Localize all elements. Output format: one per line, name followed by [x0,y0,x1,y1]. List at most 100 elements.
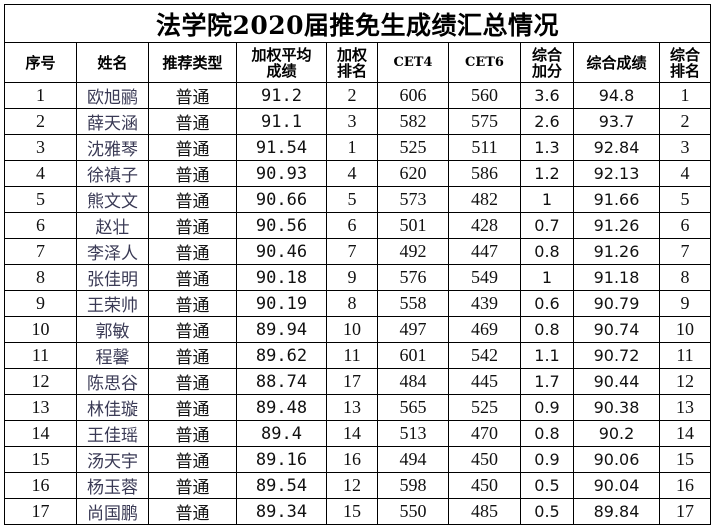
cell-serial: 9 [4,290,77,317]
cell-cet6: 485 [448,498,521,525]
cell-cet4: 573 [377,186,449,213]
table-row: 10 郭敏 普通 89.94 10 497 469 0.8 90.74 10 [4,316,712,343]
cell-total-rank: 6 [658,212,712,239]
cell-total-score: 91.66 [573,186,660,213]
cell-weighted-avg: 89.34 [236,498,327,525]
cell-name: 郭敏 [76,316,149,343]
column-header-bonus: 综合 加分 [520,42,574,83]
cell-weighted-rank: 2 [326,82,378,109]
cell-cet4: 558 [377,290,449,317]
table-row: 3 沈雅琴 普通 91.54 1 525 511 1.3 92.84 3 [4,134,712,161]
column-header-cet4: CET4 [377,42,449,83]
table-row: 2 薛天涵 普通 91.1 3 582 575 2.6 93.7 2 [4,108,712,135]
cell-total-rank: 14 [658,420,712,447]
cell-weighted-rank: 12 [326,472,378,499]
cell-weighted-avg: 89.54 [236,472,327,499]
cell-bonus: 0.9 [520,446,574,473]
cell-weighted-rank: 3 [326,108,378,135]
column-header-name: 姓名 [76,42,149,83]
cell-weighted-rank: 1 [326,134,378,161]
cell-name: 徐禛子 [76,160,149,187]
cell-total-score: 92.13 [573,160,660,187]
cell-serial: 5 [4,186,77,213]
cell-bonus: 1.1 [520,342,574,369]
header-row: 序号 姓名 推荐类型 加权平均 成绩 加权 排名 CET4 CET6 综合 加分 综合成绩 综合 排名 [4,42,712,83]
table-row: 8 张佳明 普通 90.18 9 576 549 1 91.18 8 [4,264,712,291]
cell-weighted-avg: 90.18 [236,264,327,291]
cell-total-score: 94.8 [573,82,660,109]
cell-total-score: 91.26 [573,212,660,239]
cell-cet6: 586 [448,160,521,187]
table-row: 7 李泽人 普通 90.46 7 492 447 0.8 91.26 7 [4,238,712,265]
cell-weighted-avg: 90.46 [236,238,327,265]
cell-weighted-rank: 17 [326,368,378,395]
cell-cet4: 501 [377,212,449,239]
column-header-type: 推荐类型 [148,42,237,83]
cell-serial: 3 [4,134,77,161]
cell-weighted-rank: 10 [326,316,378,343]
cell-bonus: 0.7 [520,212,574,239]
cell-cet6: 542 [448,342,521,369]
cell-total-score: 93.7 [573,108,660,135]
cell-total-score: 90.79 [573,290,660,317]
cell-weighted-rank: 5 [326,186,378,213]
table-row: 9 王荣帅 普通 90.19 8 558 439 0.6 90.79 9 [4,290,712,317]
cell-cet6: 560 [448,82,521,109]
cell-weighted-rank: 9 [326,264,378,291]
cell-cet6: 511 [448,134,521,161]
table-row: 6 赵壮 普通 90.56 6 501 428 0.7 91.26 6 [4,212,712,239]
cell-total-rank: 7 [658,238,712,265]
cell-cet4: 582 [377,108,449,135]
cell-bonus: 0.8 [520,420,574,447]
cell-type: 普通 [148,316,237,343]
cell-weighted-avg: 90.66 [236,186,327,213]
cell-name: 熊文文 [76,186,149,213]
cell-type: 普通 [148,472,237,499]
cell-cet4: 606 [377,82,449,109]
cell-total-rank: 2 [658,108,712,135]
cell-cet4: 565 [377,394,449,421]
cell-cet4: 620 [377,160,449,187]
cell-weighted-avg: 91.1 [236,108,327,135]
cell-serial: 12 [4,368,77,395]
cell-type: 普通 [148,186,237,213]
cell-weighted-rank: 7 [326,238,378,265]
cell-total-score: 91.26 [573,238,660,265]
cell-cet4: 598 [377,472,449,499]
table-row: 11 程馨 普通 89.62 11 601 542 1.1 90.72 11 [4,342,712,369]
cell-bonus: 0.5 [520,498,574,525]
cell-cet6: 549 [448,264,521,291]
cell-total-score: 90.06 [573,446,660,473]
cell-name: 程馨 [76,342,149,369]
cell-serial: 6 [4,212,77,239]
cell-name: 汤天宇 [76,446,149,473]
table-row: 5 熊文文 普通 90.66 5 573 482 1 91.66 5 [4,186,712,213]
cell-weighted-avg: 90.19 [236,290,327,317]
cell-total-rank: 9 [658,290,712,317]
cell-type: 普通 [148,108,237,135]
cell-cet6: 450 [448,472,521,499]
cell-name: 林佳璇 [76,394,149,421]
cell-total-rank: 1 [658,82,712,109]
cell-type: 普通 [148,420,237,447]
cell-total-rank: 5 [658,186,712,213]
table-row: 13 林佳璇 普通 89.48 13 565 525 0.9 90.38 13 [4,394,712,421]
cell-weighted-avg: 89.48 [236,394,327,421]
table-row: 16 杨玉蓉 普通 89.54 12 598 450 0.5 90.04 16 [4,472,712,499]
cell-type: 普通 [148,264,237,291]
column-header-cet6: CET6 [448,42,521,83]
table-title: 法学院2020届推免生成绩汇总情况 [3,4,712,43]
cell-serial: 15 [4,446,77,473]
cell-weighted-rank: 6 [326,212,378,239]
cell-type: 普通 [148,290,237,317]
cell-name: 王荣帅 [76,290,149,317]
column-header-total-rank: 综合 排名 [658,42,712,83]
cell-name: 李泽人 [76,238,149,265]
cell-weighted-rank: 8 [326,290,378,317]
cell-cet6: 428 [448,212,521,239]
table-row: 12 陈思谷 普通 88.74 17 484 445 1.7 90.44 12 [4,368,712,395]
cell-bonus: 3.6 [520,82,574,109]
cell-type: 普通 [148,498,237,525]
cell-total-rank: 16 [658,472,712,499]
cell-bonus: 1 [520,186,574,213]
